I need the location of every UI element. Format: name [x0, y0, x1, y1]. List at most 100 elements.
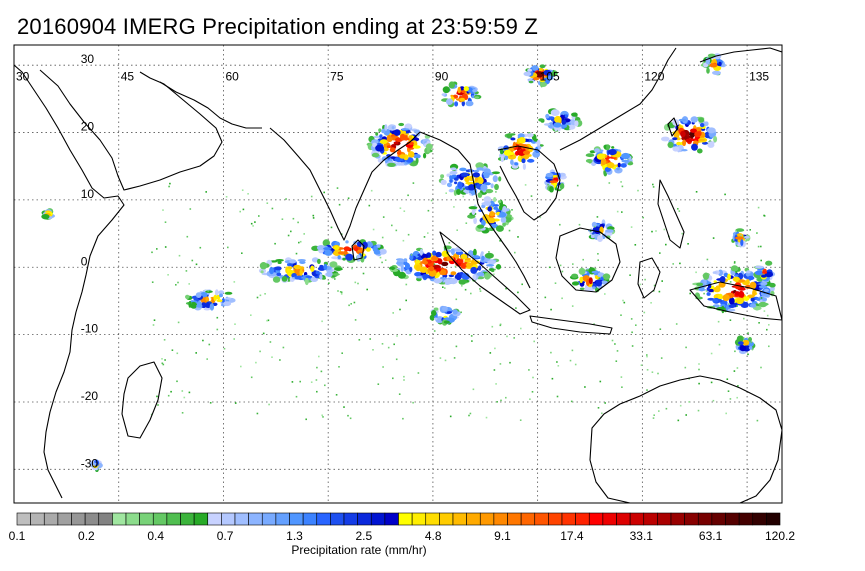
latitude-label: 30 [81, 52, 95, 66]
precip-cell [747, 353, 749, 356]
precip-cell [413, 154, 421, 159]
precip-cell [461, 285, 463, 287]
precip-cell [505, 396, 507, 399]
colorbar-tick-label: 120.2 [765, 529, 795, 543]
precip-cell [360, 255, 365, 263]
precip-cell [442, 86, 450, 94]
precip-cell [659, 252, 661, 254]
precip-cell [675, 323, 678, 325]
latitude-label: -30 [81, 456, 99, 470]
precip-cell [372, 228, 375, 231]
precip-cell [400, 133, 406, 141]
precip-cell [549, 180, 558, 183]
precip-cell [320, 370, 323, 373]
precip-cell [92, 467, 98, 471]
precip-cell [706, 258, 709, 261]
colorbar-swatch [738, 512, 754, 526]
precip-cell [195, 263, 198, 266]
precip-cell [205, 296, 209, 302]
precip-cell [401, 128, 410, 131]
precip-cell [613, 229, 615, 232]
precip-cell [477, 176, 482, 183]
precip-cell [723, 272, 729, 278]
precip-cell [757, 245, 760, 248]
precip-cell [272, 276, 281, 283]
precip-cell [740, 238, 744, 247]
coast-africa-east [14, 64, 125, 499]
precip-cell [334, 278, 336, 280]
precip-cell [448, 242, 451, 244]
precip-cell [291, 381, 294, 383]
precip-cell [659, 328, 662, 330]
precip-cell [476, 271, 485, 277]
colorbar-swatch [180, 512, 195, 526]
precip-cell [435, 316, 444, 324]
colorbar-swatch [548, 512, 563, 526]
precip-cell [209, 402, 212, 404]
precip-cell [162, 363, 165, 366]
precip-cell [526, 133, 534, 138]
precip-cell [449, 170, 458, 175]
colorbar-swatch [411, 512, 427, 526]
precip-cell [208, 343, 211, 346]
precip-cell [403, 375, 405, 378]
precip-cell [678, 118, 687, 122]
precip-cell [522, 163, 527, 170]
precip-cell [393, 343, 395, 346]
precip-cell [550, 351, 552, 354]
latitude-label: -20 [81, 389, 99, 403]
precip-cell [412, 145, 421, 149]
precip-cell [472, 172, 480, 178]
precip-cell [412, 182, 415, 184]
precip-cell [689, 292, 691, 295]
precip-cell [536, 139, 541, 147]
precip-cell [660, 357, 663, 359]
precip-cell [579, 287, 585, 291]
precip-cell [185, 270, 188, 272]
precip-cell [462, 93, 468, 100]
precip-cell [167, 394, 170, 397]
precip-cell [682, 139, 687, 147]
precip-cell [456, 188, 461, 195]
precip-cell [742, 339, 750, 346]
colorbar-swatch [520, 512, 536, 526]
precip-cell [545, 172, 554, 178]
precip-cell [470, 292, 472, 295]
precip-cell [652, 183, 654, 186]
precip-cell [384, 124, 388, 131]
precip-cell [584, 284, 589, 292]
precip-cell [712, 399, 715, 402]
precip-cell [640, 364, 643, 366]
precip-cell [687, 243, 689, 245]
latitude-label: 10 [81, 187, 95, 201]
precip-cell [195, 352, 197, 354]
precip-cell [665, 243, 667, 246]
precip-cell [547, 75, 554, 81]
precip-cell [258, 215, 260, 217]
precip-cell [709, 63, 718, 68]
precip-cell [445, 192, 447, 194]
precip-cell [250, 376, 253, 379]
precip-cell [559, 264, 562, 267]
precip-cell [247, 193, 249, 195]
colorbar-swatch [71, 512, 86, 526]
precip-cell [461, 172, 469, 177]
precip-cell [405, 283, 408, 286]
precip-cell [276, 272, 282, 276]
colorbar-swatch [112, 512, 127, 526]
precip-cell [234, 402, 237, 404]
precip-cell [421, 274, 430, 279]
colorbar-tick-label: 0.4 [147, 529, 164, 543]
precip-cell [758, 285, 768, 289]
precip-cell [386, 134, 392, 142]
precip-cell [488, 251, 490, 253]
precip-cell [504, 155, 509, 160]
colorbar-swatch [152, 512, 168, 526]
precip-cell [685, 138, 693, 143]
precip-cell [688, 401, 690, 403]
precip-cell [702, 272, 710, 280]
precip-cell [653, 284, 656, 287]
precip-cell [390, 156, 396, 160]
precip-cell [620, 181, 622, 183]
precip-cell [311, 257, 319, 263]
